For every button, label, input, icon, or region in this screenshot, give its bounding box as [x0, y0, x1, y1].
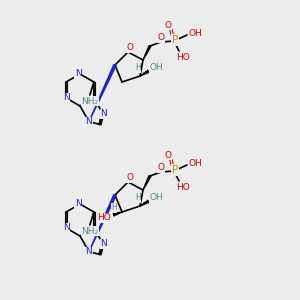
Text: OH: OH	[188, 158, 202, 167]
Polygon shape	[142, 204, 143, 205]
Polygon shape	[143, 73, 145, 74]
Text: HO: HO	[97, 214, 111, 223]
Polygon shape	[143, 46, 151, 60]
Text: OH: OH	[149, 194, 163, 202]
Polygon shape	[89, 64, 116, 122]
Text: O: O	[127, 44, 134, 52]
Text: OH: OH	[149, 64, 163, 73]
Text: O: O	[158, 34, 164, 43]
Polygon shape	[117, 213, 118, 214]
Polygon shape	[145, 71, 147, 74]
Text: N: N	[63, 224, 70, 232]
Polygon shape	[145, 201, 147, 203]
Text: H: H	[135, 194, 141, 202]
Text: N: N	[100, 109, 107, 118]
Text: HO: HO	[176, 182, 190, 191]
Polygon shape	[113, 213, 115, 216]
Text: N: N	[100, 239, 107, 248]
Text: HO: HO	[176, 52, 190, 62]
Text: P: P	[172, 165, 178, 175]
Polygon shape	[147, 200, 149, 203]
Text: N: N	[75, 70, 81, 79]
Polygon shape	[143, 176, 151, 190]
Text: O: O	[127, 173, 134, 182]
Polygon shape	[121, 212, 122, 213]
Text: N: N	[85, 247, 92, 256]
Text: O: O	[164, 20, 172, 29]
Text: OH: OH	[188, 28, 202, 38]
Text: O: O	[164, 151, 172, 160]
Text: N: N	[85, 117, 92, 126]
Text: N: N	[63, 94, 70, 103]
Polygon shape	[89, 194, 116, 252]
Text: H: H	[135, 64, 141, 73]
Polygon shape	[142, 74, 143, 75]
Polygon shape	[140, 205, 141, 206]
Polygon shape	[115, 213, 117, 215]
Text: P: P	[172, 35, 178, 45]
Text: H: H	[111, 203, 117, 212]
Text: N: N	[75, 200, 81, 208]
Polygon shape	[119, 212, 120, 214]
Polygon shape	[140, 75, 141, 76]
Text: NH₂: NH₂	[81, 226, 98, 236]
Text: NH₂: NH₂	[81, 97, 98, 106]
Polygon shape	[147, 70, 149, 73]
Text: O: O	[158, 164, 164, 172]
Polygon shape	[143, 202, 145, 204]
